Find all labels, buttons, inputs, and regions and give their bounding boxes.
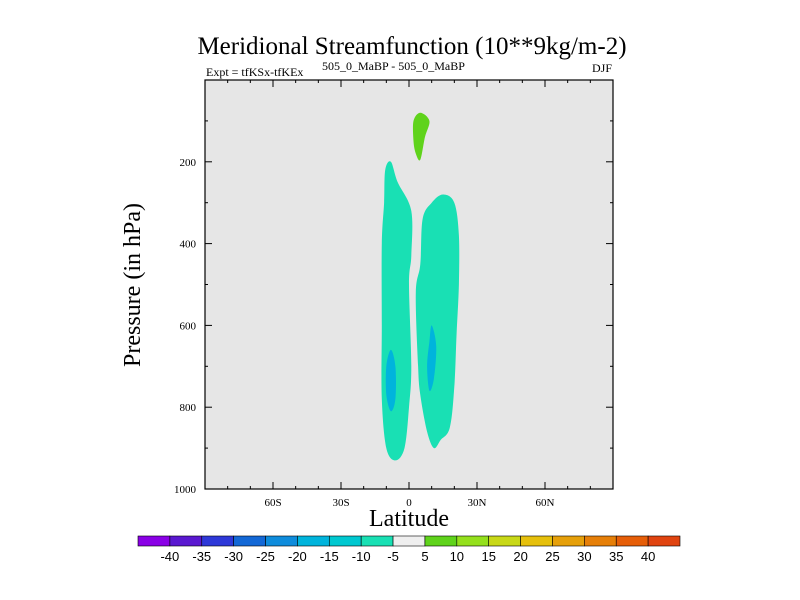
colorbar-label: -10 [352,549,371,564]
colorbar-label: 25 [545,549,559,564]
colorbar-swatch [328,535,362,547]
colorbar: -40 -35 -30 -25 -20 -15 -10 -5 5 10 15 20 25 30 35 40 [137,535,681,564]
colorbar-swatch [201,535,234,547]
y-tick-label: 1000 [174,484,197,496]
negative-core-northern [427,325,437,392]
negative-cell-southern [381,161,413,461]
chart-subtitle-right: DJF [592,61,612,75]
chart-subtitle-left: Expt = tfKSx-tfKEx [206,65,303,79]
y-axis-label: Pressure (in hPa) [120,203,146,367]
colorbar-swatch [552,535,585,547]
colorbar-swatch [584,535,617,547]
y-tick-label: 400 [180,239,197,251]
colorbar-swatch [360,535,394,547]
y-tick-label: 600 [180,320,197,332]
colorbar-swatch [233,535,266,547]
colorbar-swatch [297,535,330,547]
x-tick-label: 60S [264,497,281,509]
negative-cell-northern [415,194,460,449]
x-tick-label: 30N [468,497,487,509]
colorbar-swatch [456,535,490,547]
chart-subtitle-super: 505_0_MaBP - 505_0_MaBP [322,59,465,73]
colorbar-label: 15 [481,549,495,564]
colorbar-label: -40 [160,549,179,564]
colorbar-label: -15 [320,549,339,564]
colorbar-swatch [424,535,458,547]
colorbar-label: -5 [387,549,399,564]
contour-regions [381,112,460,461]
positive-cell-upper [412,112,430,161]
x-axis-label: Latitude [369,506,449,532]
colorbar-label: -30 [224,549,243,564]
colorbar-label: -20 [288,549,307,564]
colorbar-label: 20 [513,549,527,564]
colorbar-swatch [520,535,553,547]
colorbar-label: -25 [256,549,275,564]
colorbar-label: 10 [450,549,464,564]
colorbar-swatch [615,535,649,547]
y-tick-label: 800 [180,402,197,414]
colorbar-swatch [488,535,521,547]
colorbar-label: 40 [641,549,655,564]
x-tick-label: 0 [406,497,412,509]
axis-ticks: 60S 30S 0 30N 60N 200 400 600 800 1000 [174,80,613,509]
colorbar-swatch [392,535,426,547]
colorbar-label: -35 [192,549,211,564]
chart-title: Meridional Streamfunction (10**9kg/m-2) [197,33,626,60]
colorbar-swatch [647,535,681,547]
colorbar-label: 5 [421,549,428,564]
colorbar-label: 30 [577,549,591,564]
x-tick-label: 30S [332,497,349,509]
colorbar-swatch [169,535,203,547]
negative-core-southern [385,349,396,412]
colorbar-swatch [265,535,298,547]
x-tick-label: 60N [536,497,555,509]
colorbar-swatch [137,535,171,547]
y-tick-label: 200 [180,157,197,169]
colorbar-label: 35 [609,549,623,564]
